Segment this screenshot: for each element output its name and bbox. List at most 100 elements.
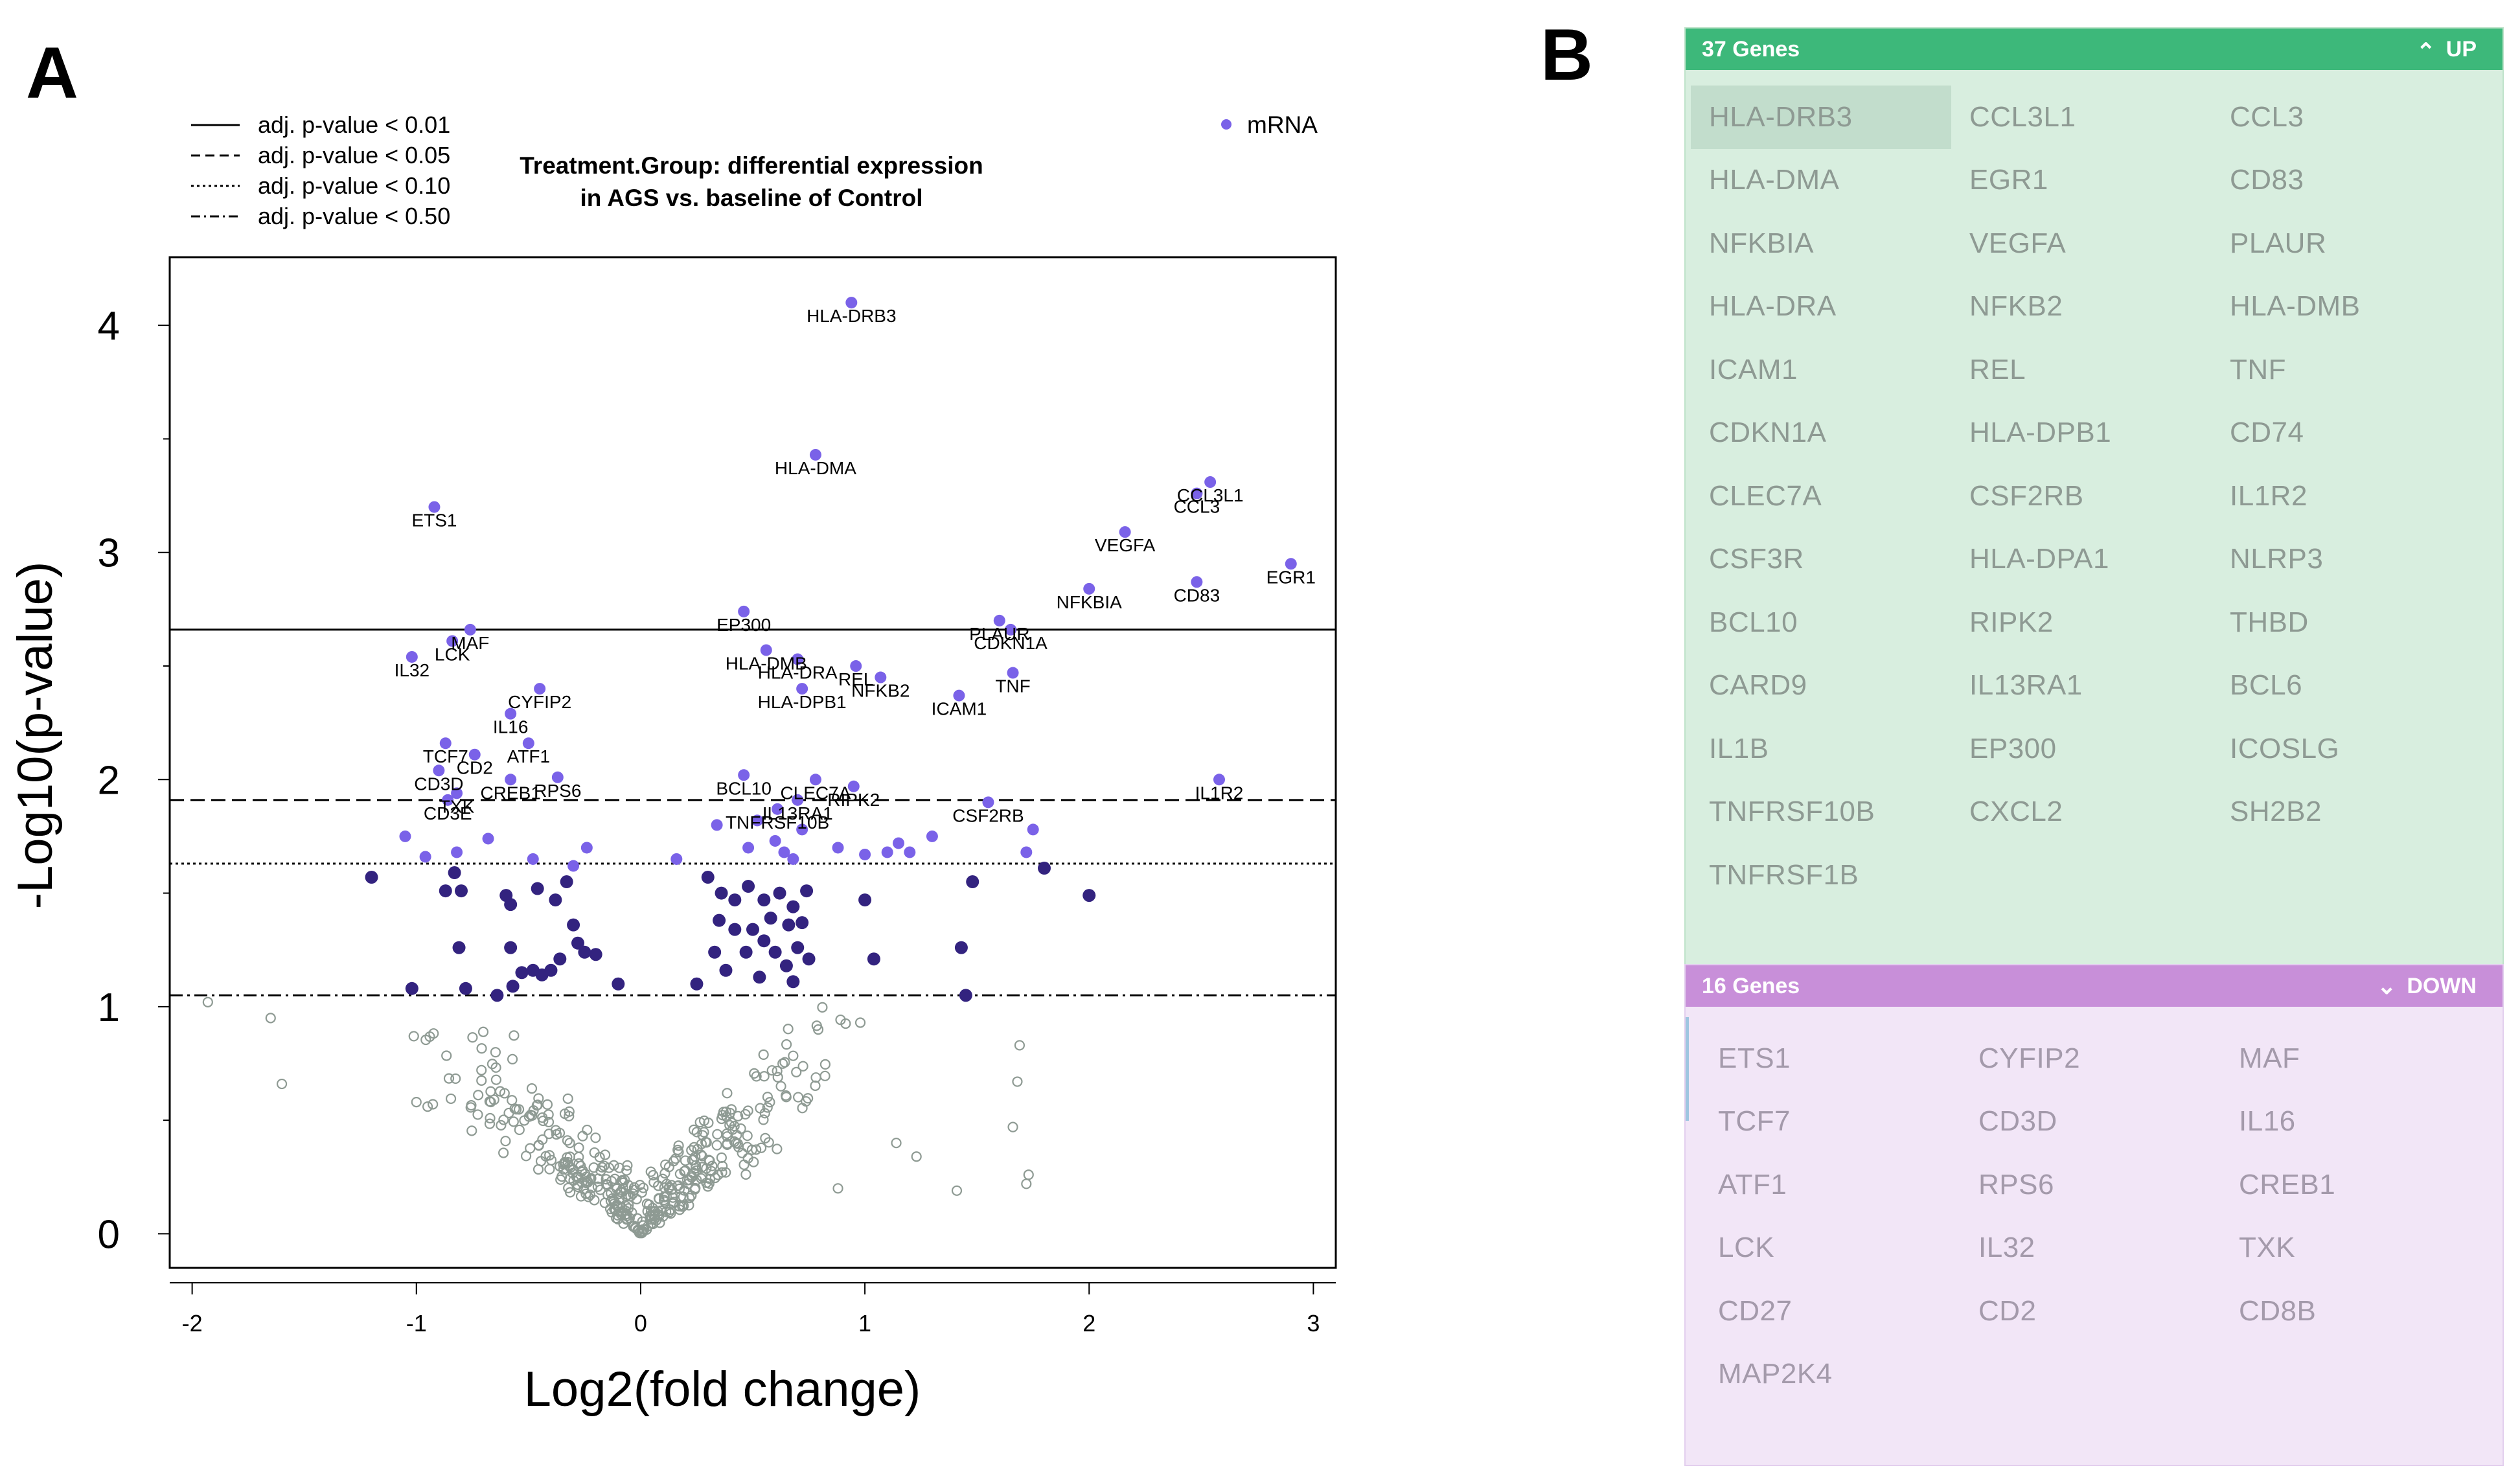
nonsig-point	[674, 1183, 685, 1194]
sig-point-dark	[506, 980, 520, 993]
gene-item[interactable]: HLA-DRA	[1709, 290, 1837, 323]
sig-point-dark	[439, 884, 452, 898]
nonsig-point	[673, 1147, 684, 1158]
sig-point-light	[670, 853, 683, 865]
gene-item[interactable]: HLA-DPA1	[1969, 543, 2109, 575]
sig-point-dark	[954, 941, 968, 954]
gene-item[interactable]: CCL3	[2230, 100, 2304, 133]
gene-item[interactable]: CLEC7A	[1709, 479, 1822, 512]
nonsig-point	[564, 1110, 575, 1121]
gene-item[interactable]: SH2B2	[2230, 796, 2322, 828]
gene-item[interactable]: IL13RA1	[1969, 669, 2083, 702]
up-gene-grid: HLA-DRB3 CCL3L1 CCL3 HLA-DMA EGR1 CD83 NFKBIA V…	[1691, 86, 2481, 907]
chevron-up-icon[interactable]: ⌃	[2416, 38, 2436, 65]
gene-item[interactable]: EP300	[1969, 732, 2057, 764]
sig-point-dark	[739, 945, 753, 959]
labeled-point	[551, 771, 564, 783]
nonsig-point	[712, 1129, 723, 1140]
gene-item[interactable]: HLA-DRB3	[1691, 86, 1951, 149]
gene-item[interactable]: CDKN1A	[1709, 417, 1827, 449]
sig-point-dark	[365, 871, 378, 884]
nonsig-point	[476, 1064, 487, 1075]
down-header[interactable]: 16 Genes ⌄ DOWN	[1686, 965, 2503, 1007]
gene-item[interactable]: TXK	[2239, 1232, 2296, 1264]
gene-item[interactable]: MAF	[2239, 1042, 2300, 1074]
gene-item[interactable]: HLA-DMB	[2230, 290, 2361, 323]
nonsig-point	[659, 1168, 670, 1179]
sig-point-dark	[757, 893, 771, 907]
gene-item[interactable]: LCK	[1718, 1232, 1775, 1264]
gene-item[interactable]: CD8B	[2239, 1294, 2317, 1327]
gene-item[interactable]: CD83	[2230, 164, 2304, 196]
labeled-point	[982, 796, 994, 809]
nonsig-point	[911, 1151, 922, 1162]
gene-item[interactable]: CD27	[1718, 1294, 1793, 1327]
gene-point-label: RPS6	[534, 781, 581, 801]
gene-item[interactable]: CREB1	[2239, 1168, 2336, 1200]
gene-item[interactable]: IL32	[1978, 1232, 2035, 1264]
nonsig-point	[791, 1066, 802, 1077]
nonsig-point	[674, 1168, 685, 1180]
gene-item[interactable]: THBD	[2230, 606, 2309, 638]
sig-point-dark	[448, 866, 461, 880]
sig-point-light	[787, 853, 799, 865]
nonsig-point	[443, 1073, 455, 1084]
sig-point-dark	[966, 875, 979, 889]
nonsig-point	[665, 1208, 676, 1219]
nonsig-point	[484, 1096, 495, 1107]
gene-item[interactable]: TCF7	[1718, 1105, 1791, 1138]
gene-item[interactable]: PLAUR	[2230, 227, 2327, 259]
gene-item[interactable]: CSF2RB	[1969, 479, 2084, 512]
gene-item[interactable]: TNFRSF1B	[1709, 858, 1859, 891]
gene-item[interactable]: IL1B	[1709, 732, 1769, 764]
sig-point-light	[904, 846, 916, 858]
gene-item[interactable]: BCL10	[1709, 606, 1798, 638]
sig-point-light	[926, 830, 938, 842]
gene-item[interactable]: BCL6	[2230, 669, 2303, 702]
gene-item[interactable]: ICAM1	[1709, 353, 1798, 385]
gene-item[interactable]: RIPK2	[1969, 606, 2054, 638]
gene-point-label: NFKBIA	[1057, 592, 1122, 612]
gene-item[interactable]: HLA-DMA	[1709, 164, 1840, 196]
up-header[interactable]: 37 Genes ⌃ UP	[1686, 29, 2503, 70]
nonsig-point	[625, 1191, 636, 1202]
gene-item[interactable]: NLRP3	[2230, 543, 2324, 575]
sig-point-light	[527, 853, 539, 865]
gene-item[interactable]: CSF3R	[1709, 543, 1804, 575]
nonsig-point	[445, 1093, 457, 1105]
nonsig-point	[622, 1160, 633, 1171]
gene-item[interactable]: REL	[1969, 353, 2026, 385]
nonsig-point	[759, 1071, 770, 1082]
sig-point-dark	[715, 886, 728, 900]
gene-item[interactable]: ETS1	[1718, 1042, 1791, 1074]
gene-item[interactable]: VEGFA	[1969, 227, 2067, 259]
sig-point-light	[832, 842, 844, 854]
gene-item[interactable]: EGR1	[1969, 164, 2048, 196]
gene-item[interactable]: NFKB2	[1969, 290, 2063, 323]
gene-item[interactable]: IL16	[2239, 1105, 2296, 1138]
gene-item[interactable]: CCL3L1	[1969, 100, 2076, 133]
nonsig-point	[704, 1178, 715, 1189]
gene-item[interactable]: CYFIP2	[1978, 1042, 2081, 1074]
gene-item[interactable]: IL1R2	[2230, 479, 2308, 512]
gene-item[interactable]: RPS6	[1978, 1168, 2054, 1200]
x-tick-label: -2	[182, 1310, 203, 1337]
gene-item[interactable]: ATF1	[1718, 1168, 1787, 1200]
chevron-down-icon[interactable]: ⌄	[2377, 972, 2397, 999]
gene-item[interactable]: TNF	[2230, 353, 2287, 385]
gene-item[interactable]: CD74	[2230, 417, 2304, 449]
gene-item[interactable]: ICOSLG	[2230, 732, 2340, 764]
gene-item[interactable]: HLA-DPB1	[1969, 417, 2112, 449]
gene-item[interactable]: MAP2K4	[1718, 1358, 1833, 1390]
gene-item[interactable]: CXCL2	[1969, 796, 2063, 828]
gene-item[interactable]: NFKBIA	[1709, 227, 1814, 259]
nonsig-point	[694, 1117, 705, 1128]
gene-item[interactable]: CD3D	[1978, 1105, 2057, 1138]
gene-item[interactable]: CD2	[1978, 1294, 2037, 1327]
sig-point-dark	[728, 893, 742, 907]
gene-item[interactable]: CARD9	[1709, 669, 1807, 702]
sig-point-light	[769, 834, 781, 847]
sig-point-light	[580, 842, 593, 854]
nonsig-point	[739, 1159, 750, 1170]
gene-item[interactable]: TNFRSF10B	[1709, 796, 1875, 828]
